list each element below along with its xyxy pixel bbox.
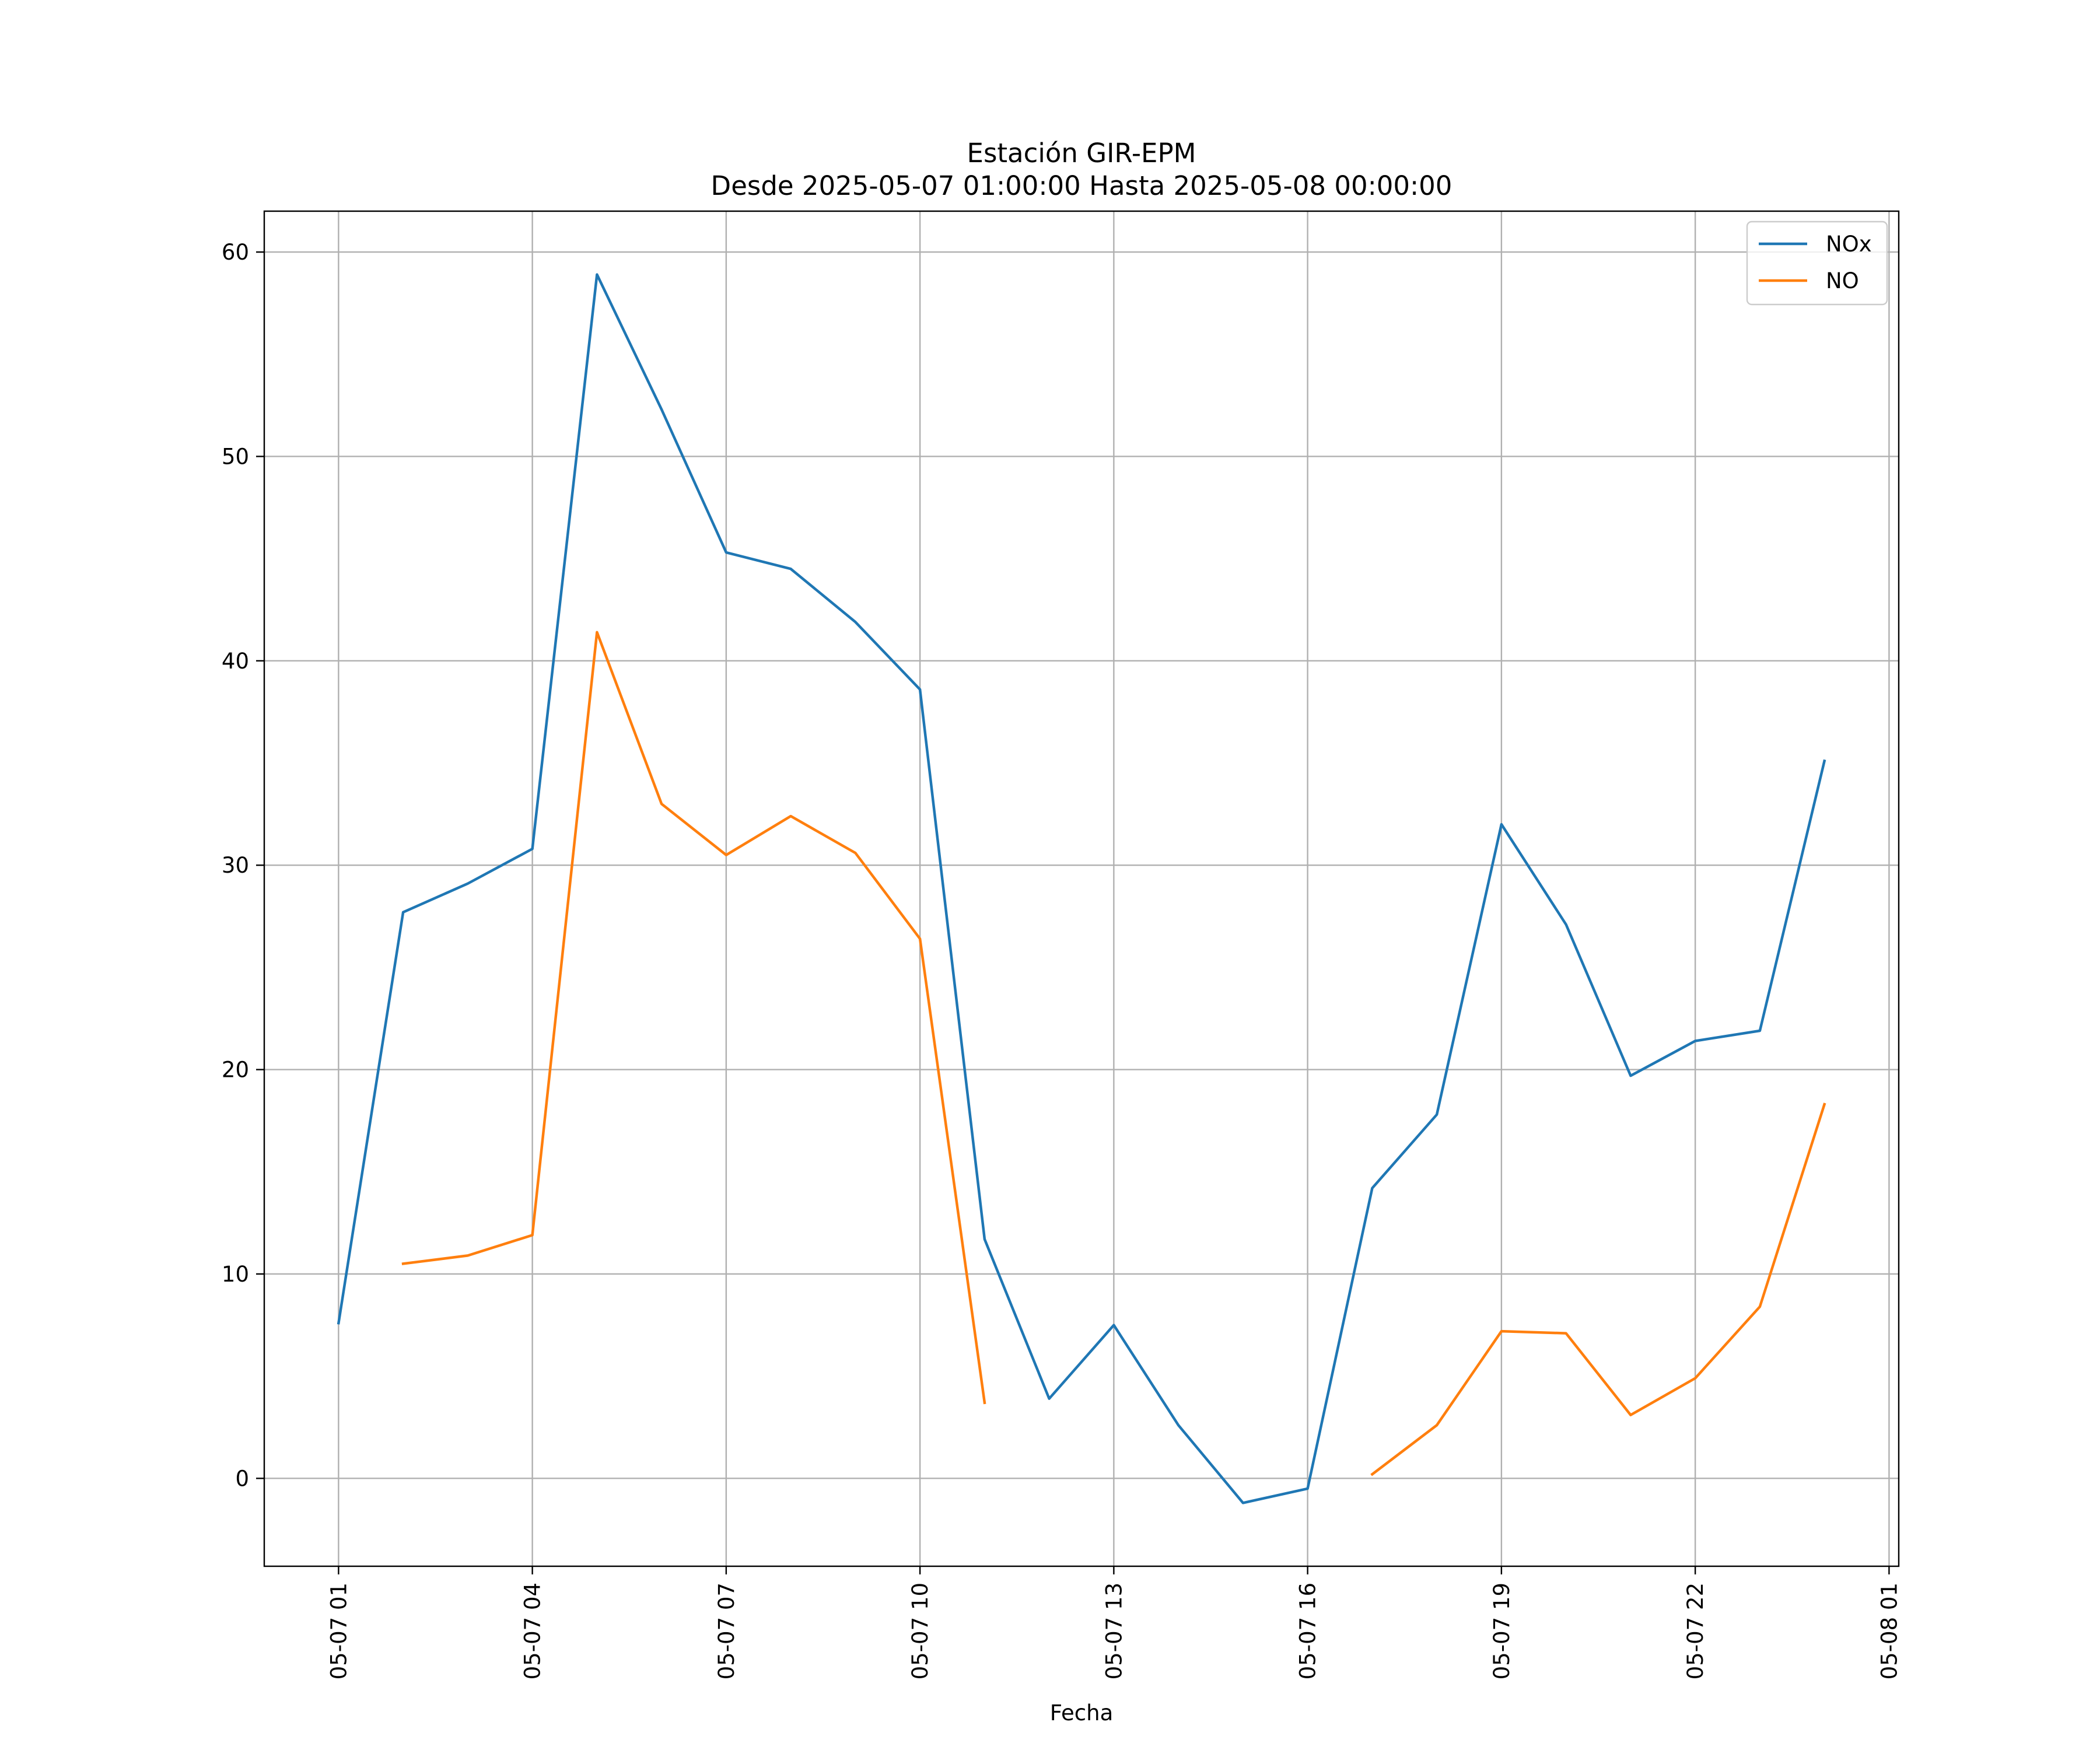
chart-subtitle: Desde 2025-05-07 01:00:00 Hasta 2025-05-… — [711, 170, 1452, 201]
legend: NOx NO — [1746, 220, 1888, 306]
legend-label-nox: NOx — [1826, 232, 1872, 257]
legend-box — [1746, 220, 1888, 306]
axis-ticks: 0 10 20 30 40 50 60 05-07 01 05-07 04 05-07 07 05-… — [222, 240, 1902, 1679]
series-line-no — [1370, 1102, 1826, 1476]
y-tick-label: 50 — [222, 444, 249, 469]
y-tick-label: 0 — [235, 1466, 249, 1491]
plot-area-frame — [263, 210, 1900, 1567]
x-axis-label: Fecha — [1050, 1700, 1114, 1726]
x-tick-label: 05-07 01 — [326, 1583, 351, 1679]
x-tick-label: 05-07 19 — [1489, 1583, 1514, 1679]
x-tick-label: 05-07 22 — [1683, 1583, 1708, 1679]
chart-title: Estación GIR-EPM — [967, 138, 1196, 169]
series-line-nox — [337, 273, 1826, 1504]
grid — [264, 211, 1899, 1566]
plot-series — [337, 273, 1826, 1504]
y-tick-label: 10 — [222, 1262, 249, 1287]
y-tick-label: 20 — [222, 1058, 249, 1083]
x-tick-label: 05-07 16 — [1296, 1583, 1321, 1679]
x-tick-label: 05-08 01 — [1877, 1583, 1902, 1679]
x-tick-label: 05-07 04 — [520, 1583, 545, 1679]
series-line-no — [401, 631, 986, 1405]
x-tick-label: 05-07 10 — [908, 1583, 933, 1679]
y-tick-label: 30 — [222, 853, 249, 878]
legend-label-no: NO — [1826, 268, 1859, 293]
x-tick-label: 05-07 07 — [714, 1583, 739, 1679]
y-tick-label: 40 — [222, 649, 249, 674]
y-tick-label: 60 — [222, 240, 249, 265]
x-tick-label: 05-07 13 — [1101, 1583, 1126, 1679]
